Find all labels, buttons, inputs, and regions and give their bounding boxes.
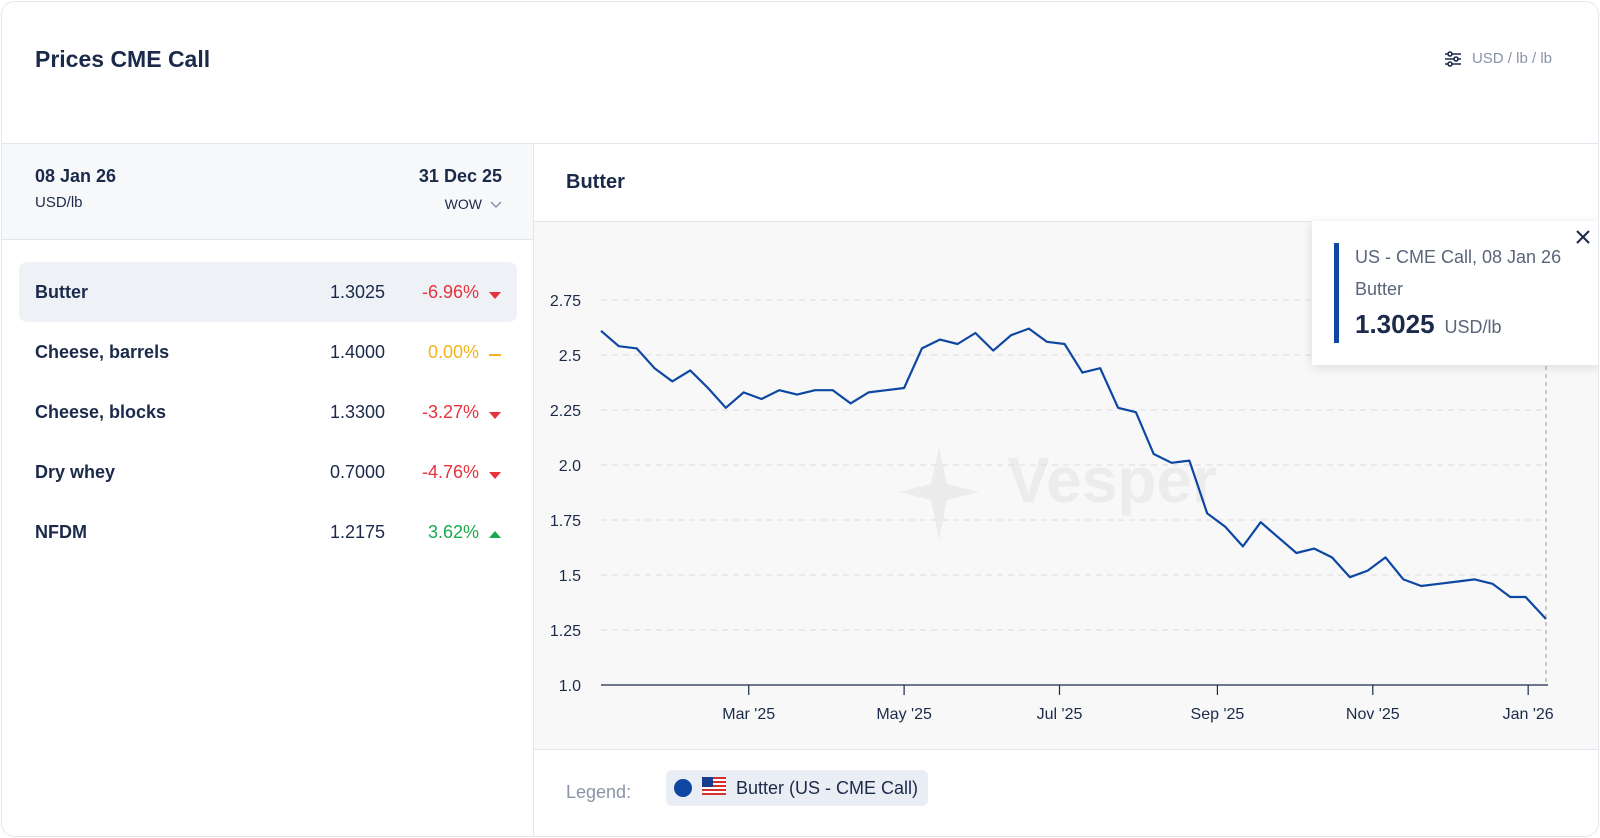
series-line-butter xyxy=(600,327,1547,620)
tooltip-source-date: US - CME Call, 08 Jan 26 xyxy=(1355,247,1562,267)
tooltip-unit: USD/lb xyxy=(1444,317,1502,337)
y-tick-label: 2.25 xyxy=(550,403,581,420)
tooltip-value-box: 1.3025 USD/lb xyxy=(1355,309,1502,340)
line-chart[interactable]: Vesper 2.75 2.5 2.25 2.0 1.75 1.5 1.25 1.0 Mar '2… xyxy=(534,222,1599,750)
y-tick-label: 2.0 xyxy=(559,458,581,475)
row-name: NFDM xyxy=(35,522,87,542)
chart-legend: Legend: Butter (US - CME Call) xyxy=(534,750,1598,836)
row-change: -3.27% xyxy=(421,402,479,422)
price-row[interactable]: Cheese, barrels 1.4000 0.00% xyxy=(19,322,517,382)
y-tick-label: 1.5 xyxy=(559,568,581,585)
chart-header: Butter xyxy=(534,144,1598,222)
units-settings-button[interactable]: USD / lb / lb xyxy=(1444,50,1552,67)
tooltip-series-name: Butter xyxy=(1355,279,1404,299)
price-row[interactable]: Dry whey 0.7000 -4.76% xyxy=(19,442,517,502)
compare-date: 31 Dec 25 xyxy=(418,166,502,186)
trend-flat-icon xyxy=(488,347,502,357)
card-header: Prices CME Call USD / lb / lb xyxy=(2,2,1598,144)
row-change: -6.96% xyxy=(421,282,479,302)
close-icon[interactable] xyxy=(1574,228,1592,246)
row-change: -4.76% xyxy=(421,462,479,482)
y-tick-label: 1.25 xyxy=(550,623,581,640)
trend-up-icon xyxy=(488,527,502,538)
x-tick-label: Jul '25 xyxy=(1037,706,1083,723)
page-title: Prices CME Call xyxy=(35,46,211,72)
chart-title: Butter xyxy=(566,171,625,193)
chart-tooltip: US - CME Call, 08 Jan 26 Butter 1.3025 U… xyxy=(1312,221,1598,365)
legend-series-label: Butter (US - CME Call) xyxy=(736,777,919,798)
price-list: Butter 1.3025 -6.96% Cheese, barrels 1.4000 0… xyxy=(19,262,517,562)
row-value: 1.2175 xyxy=(329,522,385,542)
x-tick-label: Jan '26 xyxy=(1503,706,1554,723)
current-unit: USD/lb xyxy=(35,194,83,211)
trend-down-icon xyxy=(488,467,502,479)
chevron-down-icon xyxy=(490,196,502,212)
row-value: 1.4000 xyxy=(329,342,385,362)
x-tick-label: Nov '25 xyxy=(1346,706,1400,723)
row-change: 3.62% xyxy=(427,522,479,542)
price-row[interactable]: Butter 1.3025 -6.96% xyxy=(19,262,517,322)
tooltip-series-bar xyxy=(1334,243,1339,343)
trend-down-icon xyxy=(488,407,502,419)
row-name: Cheese, barrels xyxy=(35,342,170,362)
x-tick-label: May '25 xyxy=(876,706,932,723)
price-list-panel: 08 Jan 26 USD/lb 31 Dec 25 WOW Butter 1.3… xyxy=(2,144,534,836)
chart-panel: Butter Vesper 2.75 2.5 2.25 2.0 1.75 1.5 1.25 1.… xyxy=(534,144,1599,836)
price-list-header: 08 Jan 26 USD/lb 31 Dec 25 WOW xyxy=(2,144,533,240)
watermark: Vesper xyxy=(1007,444,1217,516)
y-tick-label: 1.0 xyxy=(559,678,581,695)
price-row[interactable]: Cheese, blocks 1.3300 -3.27% xyxy=(19,382,517,442)
row-value: 0.7000 xyxy=(329,462,385,482)
watermark-logo-icon xyxy=(899,447,979,540)
chart-plot-area[interactable]: Vesper 2.75 2.5 2.25 2.0 1.75 1.5 1.25 1.0 Mar '2… xyxy=(534,222,1599,750)
row-name: Butter xyxy=(35,282,88,302)
y-tick-label: 1.75 xyxy=(550,513,581,530)
us-flag-icon xyxy=(702,776,726,800)
x-tick-label: Sep '25 xyxy=(1191,706,1245,723)
price-row[interactable]: NFDM 1.2175 3.62% xyxy=(19,502,517,562)
series-color-dot xyxy=(674,779,692,797)
period-value: WOW xyxy=(444,196,482,212)
y-tick-label: 2.75 xyxy=(550,293,581,310)
current-date: 08 Jan 26 xyxy=(35,166,117,186)
legend-label: Legend: xyxy=(566,782,632,802)
tooltip-value: 1.3025 xyxy=(1355,309,1435,339)
row-name: Cheese, blocks xyxy=(35,402,167,422)
row-name: Dry whey xyxy=(35,462,116,482)
row-value: 1.3025 xyxy=(329,282,385,302)
x-tick-label: Mar '25 xyxy=(722,706,775,723)
row-value: 1.3300 xyxy=(329,402,385,422)
legend-item-butter[interactable]: Butter (US - CME Call) xyxy=(666,770,929,806)
period-select[interactable]: WOW xyxy=(445,196,502,212)
sliders-icon xyxy=(1444,50,1462,67)
trend-down-icon xyxy=(488,287,502,299)
y-tick-label: 2.5 xyxy=(559,348,581,365)
row-change: 0.00% xyxy=(427,342,479,362)
units-label: USD / lb / lb xyxy=(1471,50,1552,67)
